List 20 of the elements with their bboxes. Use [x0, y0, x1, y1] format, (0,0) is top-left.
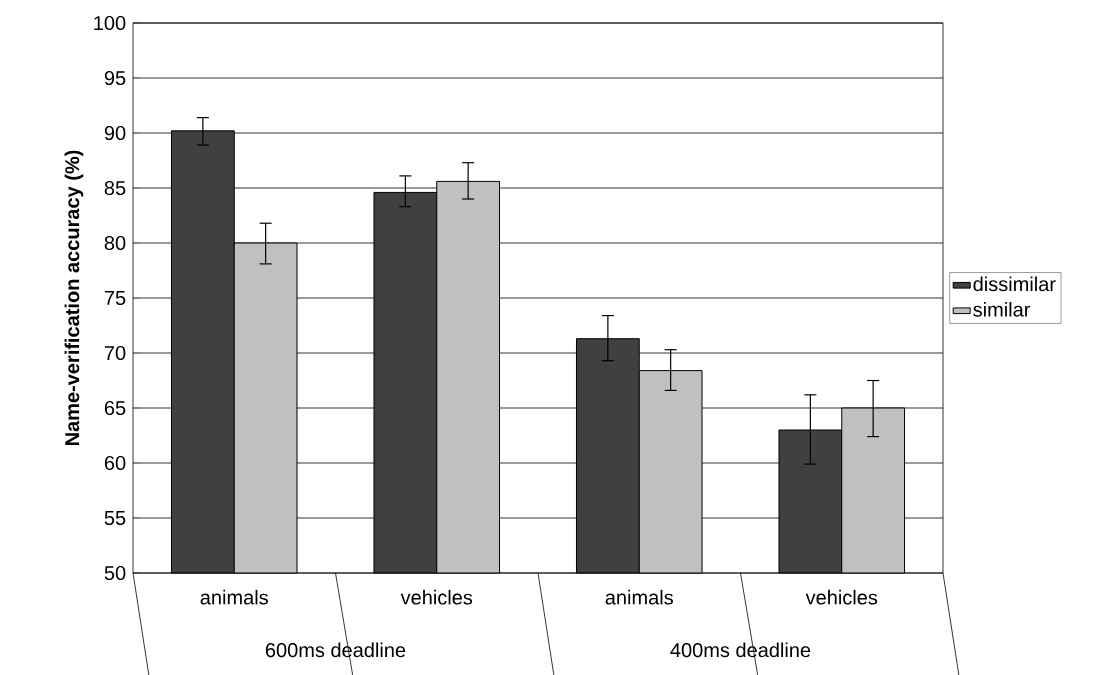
text: 400ms deadline	[670, 642, 811, 658]
text: 600ms deadline	[265, 642, 406, 658]
x-tick-label: vehicles	[400, 589, 473, 605]
y-tick-label: 90	[104, 125, 126, 141]
y-tick-label: 50	[104, 565, 126, 581]
y-tick-label: 55	[104, 511, 126, 525]
y-axis-title: Name-verification accuracy (%)	[64, 150, 84, 446]
y-tick-label: 65	[104, 400, 126, 416]
y-tick-label: 75	[104, 291, 126, 305]
y-tick-label: 85	[104, 180, 126, 196]
x-tick-label: animals	[200, 589, 268, 605]
y-tick-label: 95	[104, 70, 126, 86]
x-tick-label: animals	[605, 589, 673, 605]
y-tick-label: 70	[104, 345, 126, 361]
x-tick-label: vehicles	[805, 589, 878, 605]
y-tick-label: 80	[104, 235, 126, 251]
legend-label: dissimilar	[973, 276, 1056, 292]
y-tick-label: 60	[104, 455, 126, 471]
y-tick-label: 100	[94, 15, 126, 31]
legend-label: similar	[973, 301, 1031, 317]
